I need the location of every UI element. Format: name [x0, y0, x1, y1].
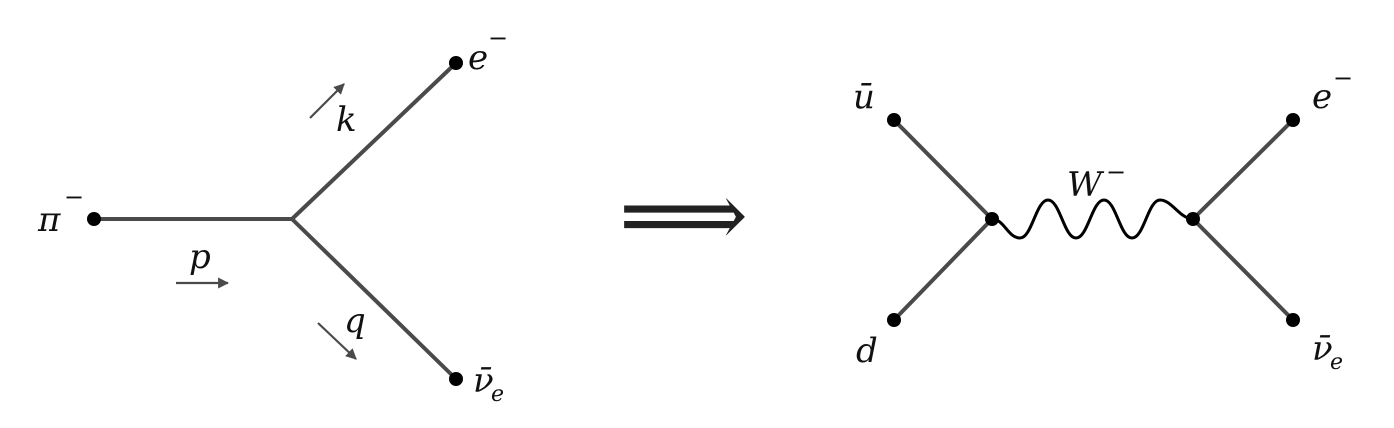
- electron-line: [1191, 118, 1295, 221]
- lepton-vertex-dot: [1186, 212, 1200, 226]
- antineutrino-line: [290, 217, 458, 381]
- antineutrino-endpoint-dot: [449, 372, 463, 386]
- antineutrino-label: ν̄: [473, 361, 494, 401]
- electron-endpoint-dot: [1286, 113, 1300, 127]
- electron-charge: −: [1333, 64, 1353, 92]
- w-boson-label: W: [1067, 165, 1105, 205]
- momentum-p-label: p: [189, 237, 211, 277]
- anti-up-endpoint-dot: [887, 113, 901, 127]
- down-quark-line: [892, 217, 994, 322]
- antineutrino-flavor: e: [491, 382, 504, 407]
- down-label: d: [856, 331, 878, 371]
- antineutrino-label: ν̄: [1312, 329, 1333, 369]
- antineutrino-endpoint-dot: [1286, 313, 1300, 327]
- pion-label: π: [37, 200, 61, 240]
- momentum-k-arrow: [309, 83, 345, 119]
- anti-up-quark-line: [892, 118, 994, 221]
- momentum-k-label: k: [336, 100, 357, 140]
- pion-decay-diagram: π − e − ν̄ e p k q: [37, 24, 508, 407]
- pion-endpoint-dot: [87, 212, 101, 226]
- momentum-q-arrow: [317, 322, 357, 360]
- momentum-q-label: q: [344, 301, 366, 341]
- w-boson-charge: −: [1106, 158, 1126, 186]
- antineutrino-flavor: e: [1330, 350, 1343, 375]
- anti-up-label: ū: [853, 77, 875, 117]
- electron-line: [290, 61, 458, 221]
- electron-endpoint-dot: [449, 56, 463, 70]
- electron-label: e: [468, 38, 488, 78]
- electron-label: e: [1312, 77, 1332, 117]
- pion-charge: −: [64, 183, 84, 211]
- down-endpoint-dot: [887, 313, 901, 327]
- antineutrino-line: [1191, 217, 1295, 322]
- w-exchange-diagram: ū d W − e − ν̄ e: [853, 64, 1353, 375]
- w-boson-propagator: [991, 198, 1194, 240]
- electron-charge: −: [488, 24, 508, 52]
- implies-arrow: ⟹: [619, 163, 748, 268]
- quark-vertex-dot: [985, 212, 999, 226]
